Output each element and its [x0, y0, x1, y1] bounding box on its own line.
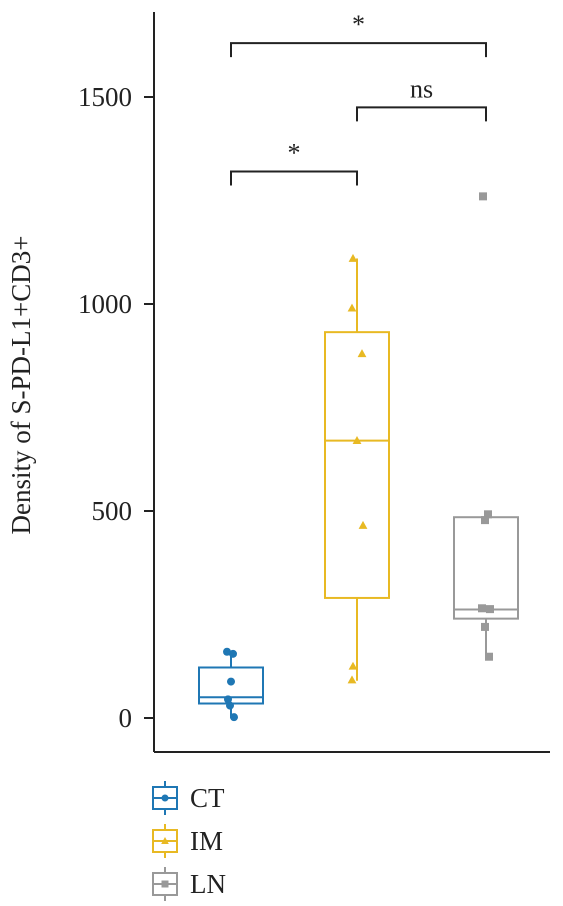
data-point-ct — [226, 701, 234, 710]
significance-label: * — [352, 10, 365, 39]
data-point-im — [357, 349, 367, 358]
bracket-line — [230, 170, 358, 186]
data-point-ct — [229, 649, 237, 658]
data-point-ct — [227, 677, 235, 686]
significance-bracket: ns — [356, 74, 487, 122]
data-point-ln — [479, 192, 487, 201]
box-ln — [453, 516, 519, 657]
data-point-ct — [224, 695, 232, 704]
axes — [153, 12, 550, 753]
legend-marker — [161, 880, 169, 888]
legend-label: IM — [190, 826, 223, 856]
legend-item-im: IM — [152, 824, 223, 858]
legend-item-ct: CT — [152, 781, 225, 815]
significance-bracket: * — [230, 139, 358, 186]
bracket-line — [356, 106, 487, 122]
legend-label: CT — [190, 783, 225, 813]
data-point-im — [358, 520, 368, 529]
boxes — [198, 258, 519, 718]
data-point-im — [347, 675, 357, 684]
box-iqr — [324, 331, 390, 599]
data-point-ln — [485, 652, 493, 661]
legend-item-ln: LN — [152, 867, 226, 901]
y-tick-label: 1500 — [78, 82, 132, 112]
legend-marker — [161, 837, 169, 844]
data-point-im — [352, 436, 362, 445]
data-point-ln — [481, 622, 489, 631]
significance-label: ns — [410, 74, 433, 103]
y-axis-label: Density of S-PD-L1+CD3+ — [6, 236, 36, 535]
legend: CT IM LN — [152, 781, 226, 901]
significance-brackets: * ns * — [230, 10, 487, 186]
y-ticks: 0 500 1000 1500 — [78, 82, 154, 733]
data-point-ln — [484, 510, 492, 519]
box-iqr — [453, 516, 519, 620]
data-point-im — [348, 661, 358, 670]
y-tick-label: 0 — [119, 703, 133, 733]
significance-bracket: * — [230, 10, 487, 58]
data-point-ct — [223, 647, 231, 656]
legend-marker — [161, 794, 169, 802]
data-point-im — [348, 253, 358, 262]
data-point-ct — [230, 713, 238, 722]
box-im — [324, 258, 390, 681]
data-point-ln — [486, 605, 494, 614]
bracket-line — [230, 42, 487, 58]
significance-label: * — [288, 139, 301, 168]
y-tick-label: 1000 — [78, 289, 132, 319]
data-point-ln — [481, 516, 489, 525]
data-point-im — [347, 303, 357, 312]
data-points — [223, 192, 494, 722]
legend-label: LN — [190, 869, 226, 899]
data-point-ln — [478, 604, 486, 613]
y-tick-label: 500 — [92, 496, 133, 526]
